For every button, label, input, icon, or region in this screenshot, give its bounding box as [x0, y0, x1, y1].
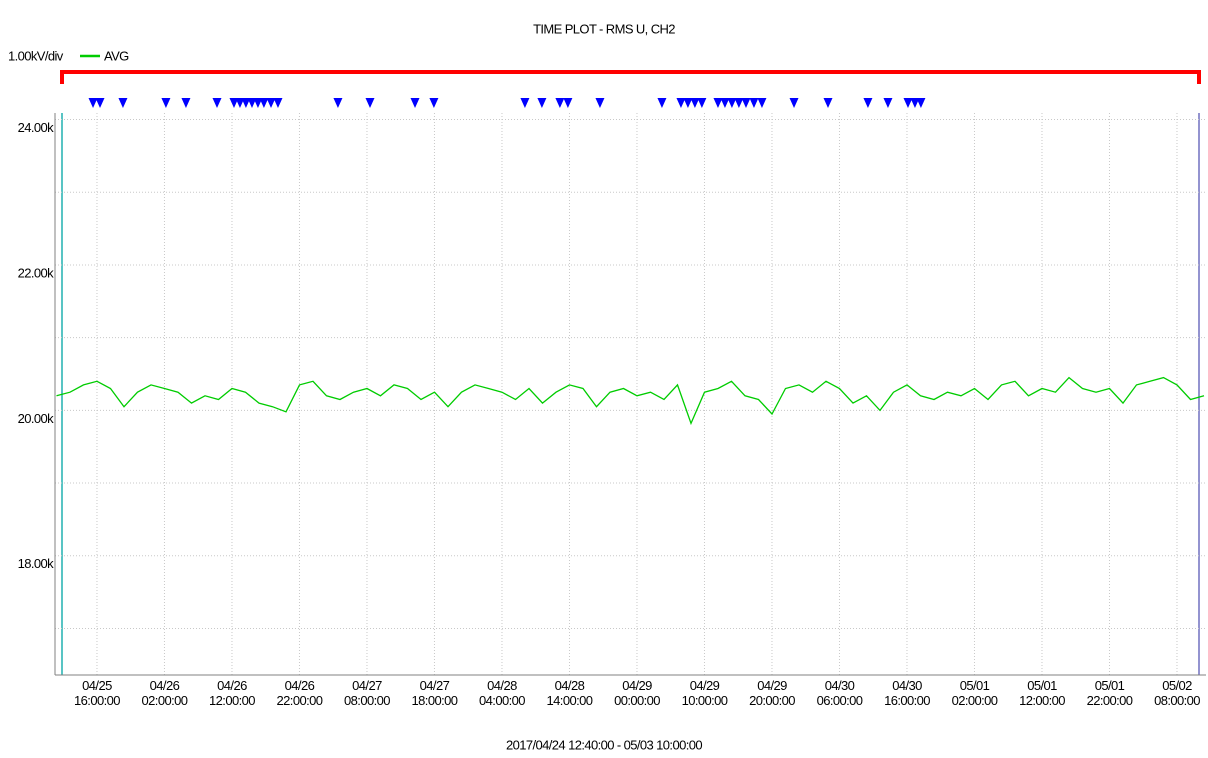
event-marker	[749, 98, 759, 108]
event-marker	[713, 98, 723, 108]
x-tick-label: 05/02 08:00:00	[1154, 678, 1200, 708]
x-tick-label: 04/26 02:00:00	[141, 678, 188, 708]
x-tick-label: 04/25 16:00:00	[74, 678, 120, 708]
event-marker	[910, 98, 920, 108]
x-tick-label: 05/01 12:00:00	[1019, 678, 1065, 708]
range-bracket	[60, 70, 1201, 84]
event-marker	[789, 98, 799, 108]
event-marker	[903, 98, 913, 108]
x-tick-label: 04/29 10:00:00	[681, 678, 728, 708]
x-tick-label: 05/01 22:00:00	[1086, 678, 1133, 708]
event-marker	[883, 98, 893, 108]
x-tick-label: 05/01 02:00:00	[951, 678, 998, 708]
event-marker	[241, 98, 251, 108]
x-tick-label: 04/28 14:00:00	[546, 678, 593, 708]
event-marker	[734, 98, 744, 108]
event-marker	[537, 98, 547, 108]
event-marker	[595, 98, 605, 108]
x-tick-label: 04/27 18:00:00	[411, 678, 458, 708]
x-tick-label: 04/27 08:00:00	[344, 678, 390, 708]
event-marker	[229, 98, 239, 108]
event-marker	[410, 98, 420, 108]
event-marker	[253, 98, 263, 108]
x-tick-label: 04/26 22:00:00	[276, 678, 323, 708]
time-range: 2017/04/24 12:40:00 - 05/03 10:00:00	[506, 737, 702, 752]
event-marker	[235, 98, 245, 108]
event-marker	[823, 98, 833, 108]
event-marker	[520, 98, 530, 108]
y-tick-label: 20.00k	[18, 411, 55, 426]
series-line	[56, 376, 1205, 426]
event-marker	[181, 98, 191, 108]
event-marker	[247, 98, 257, 108]
scale-label: 1.00kV/div	[8, 48, 64, 63]
x-tick-label: 04/30 16:00:00	[884, 678, 930, 708]
event-marker	[657, 98, 667, 108]
event-marker	[563, 98, 573, 108]
event-marker	[741, 98, 751, 108]
event-marker	[720, 98, 730, 108]
y-tick-label: 22.00k	[18, 265, 55, 280]
event-marker	[555, 98, 565, 108]
event-marker	[727, 98, 737, 108]
event-marker	[95, 98, 105, 108]
event-marker	[88, 98, 98, 108]
event-marker	[690, 98, 700, 108]
event-marker	[697, 98, 707, 108]
chart-title: TIME PLOT - RMS U, CH2	[533, 21, 675, 36]
event-marker	[259, 98, 269, 108]
event-marker	[916, 98, 926, 108]
event-marker	[266, 98, 276, 108]
x-tick-label: 04/28 04:00:00	[479, 678, 525, 708]
x-tick-label: 04/26 12:00:00	[209, 678, 255, 708]
event-marker	[365, 98, 375, 108]
x-tick-label: 04/30 06:00:00	[816, 678, 863, 708]
event-marker	[683, 98, 693, 108]
event-marker	[863, 98, 873, 108]
x-tick-label: 04/29 20:00:00	[749, 678, 795, 708]
event-marker	[212, 98, 222, 108]
event-marker	[333, 98, 343, 108]
event-marker	[757, 98, 767, 108]
event-marker	[273, 98, 283, 108]
y-tick-label: 18.00k	[18, 556, 55, 571]
legend-label: AVG	[104, 48, 129, 63]
y-tick-label: 24.00k	[18, 120, 55, 135]
event-marker	[429, 98, 439, 108]
event-marker	[118, 98, 128, 108]
event-marker	[161, 98, 171, 108]
event-marker	[676, 98, 686, 108]
x-tick-label: 04/29 00:00:00	[614, 678, 660, 708]
